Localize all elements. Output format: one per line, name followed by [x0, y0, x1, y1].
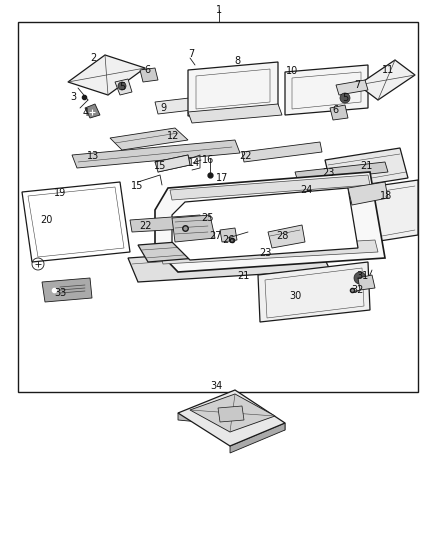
- Polygon shape: [85, 104, 100, 118]
- Text: 31: 31: [356, 271, 368, 281]
- Polygon shape: [140, 68, 158, 82]
- Text: 22: 22: [239, 151, 251, 161]
- Polygon shape: [160, 240, 378, 264]
- Polygon shape: [188, 104, 282, 123]
- Text: 26: 26: [222, 235, 234, 245]
- Text: 25: 25: [202, 213, 214, 223]
- Polygon shape: [178, 413, 285, 430]
- Text: 5: 5: [119, 82, 125, 92]
- Circle shape: [340, 93, 350, 103]
- Polygon shape: [358, 275, 375, 290]
- Text: 28: 28: [276, 231, 288, 241]
- Text: 34: 34: [210, 381, 222, 391]
- Text: 8: 8: [234, 56, 240, 66]
- Text: 9: 9: [160, 103, 166, 113]
- Text: 7: 7: [354, 80, 360, 90]
- Polygon shape: [335, 180, 418, 248]
- Text: 6: 6: [332, 105, 338, 115]
- Text: 20: 20: [40, 215, 52, 225]
- Polygon shape: [190, 394, 275, 432]
- Text: 7: 7: [188, 49, 194, 59]
- Text: 30: 30: [289, 291, 301, 301]
- Polygon shape: [230, 423, 285, 453]
- Text: 21: 21: [360, 161, 372, 171]
- Text: 12: 12: [167, 131, 179, 141]
- Polygon shape: [336, 80, 368, 95]
- Polygon shape: [115, 79, 132, 95]
- Polygon shape: [42, 278, 92, 302]
- Bar: [18, 22, 418, 392]
- Text: 15: 15: [131, 181, 143, 191]
- Polygon shape: [170, 175, 370, 200]
- Text: 32: 32: [351, 285, 363, 295]
- Text: 22: 22: [139, 221, 151, 231]
- Circle shape: [354, 272, 366, 284]
- Polygon shape: [130, 215, 202, 232]
- Polygon shape: [220, 228, 237, 242]
- Text: 4: 4: [83, 108, 89, 118]
- Text: 5: 5: [342, 93, 348, 103]
- Polygon shape: [242, 142, 322, 162]
- Polygon shape: [258, 262, 370, 322]
- Text: 11: 11: [382, 65, 394, 75]
- Polygon shape: [138, 232, 318, 262]
- Text: 3: 3: [70, 92, 76, 102]
- Text: 2: 2: [90, 53, 96, 63]
- Polygon shape: [330, 105, 348, 120]
- Text: 1: 1: [216, 5, 222, 15]
- Polygon shape: [348, 182, 388, 205]
- Text: 10: 10: [286, 66, 298, 76]
- Text: 17: 17: [216, 173, 228, 183]
- Polygon shape: [285, 65, 368, 115]
- Polygon shape: [128, 245, 330, 282]
- Text: 18: 18: [380, 191, 392, 201]
- Polygon shape: [358, 60, 415, 100]
- Text: 23: 23: [259, 248, 271, 258]
- Text: 13: 13: [87, 151, 99, 161]
- Polygon shape: [295, 162, 388, 182]
- Polygon shape: [110, 128, 188, 150]
- Polygon shape: [325, 148, 408, 190]
- Circle shape: [118, 82, 126, 90]
- Text: 19: 19: [54, 188, 66, 198]
- Text: 23: 23: [322, 168, 334, 178]
- Polygon shape: [172, 215, 215, 242]
- Text: 21: 21: [237, 271, 249, 281]
- Polygon shape: [268, 225, 305, 248]
- Polygon shape: [68, 55, 145, 95]
- Polygon shape: [155, 95, 218, 114]
- Text: 14: 14: [188, 158, 200, 168]
- Polygon shape: [218, 406, 244, 422]
- Text: 33: 33: [54, 288, 66, 298]
- Polygon shape: [178, 390, 285, 446]
- Polygon shape: [155, 172, 385, 272]
- Polygon shape: [172, 188, 358, 260]
- Text: 27: 27: [209, 231, 221, 241]
- Text: 15: 15: [154, 161, 166, 171]
- Polygon shape: [188, 62, 278, 116]
- Polygon shape: [72, 140, 240, 168]
- Text: 16: 16: [202, 155, 214, 165]
- Text: 24: 24: [300, 185, 312, 195]
- Text: 6: 6: [144, 65, 150, 75]
- Polygon shape: [155, 155, 190, 172]
